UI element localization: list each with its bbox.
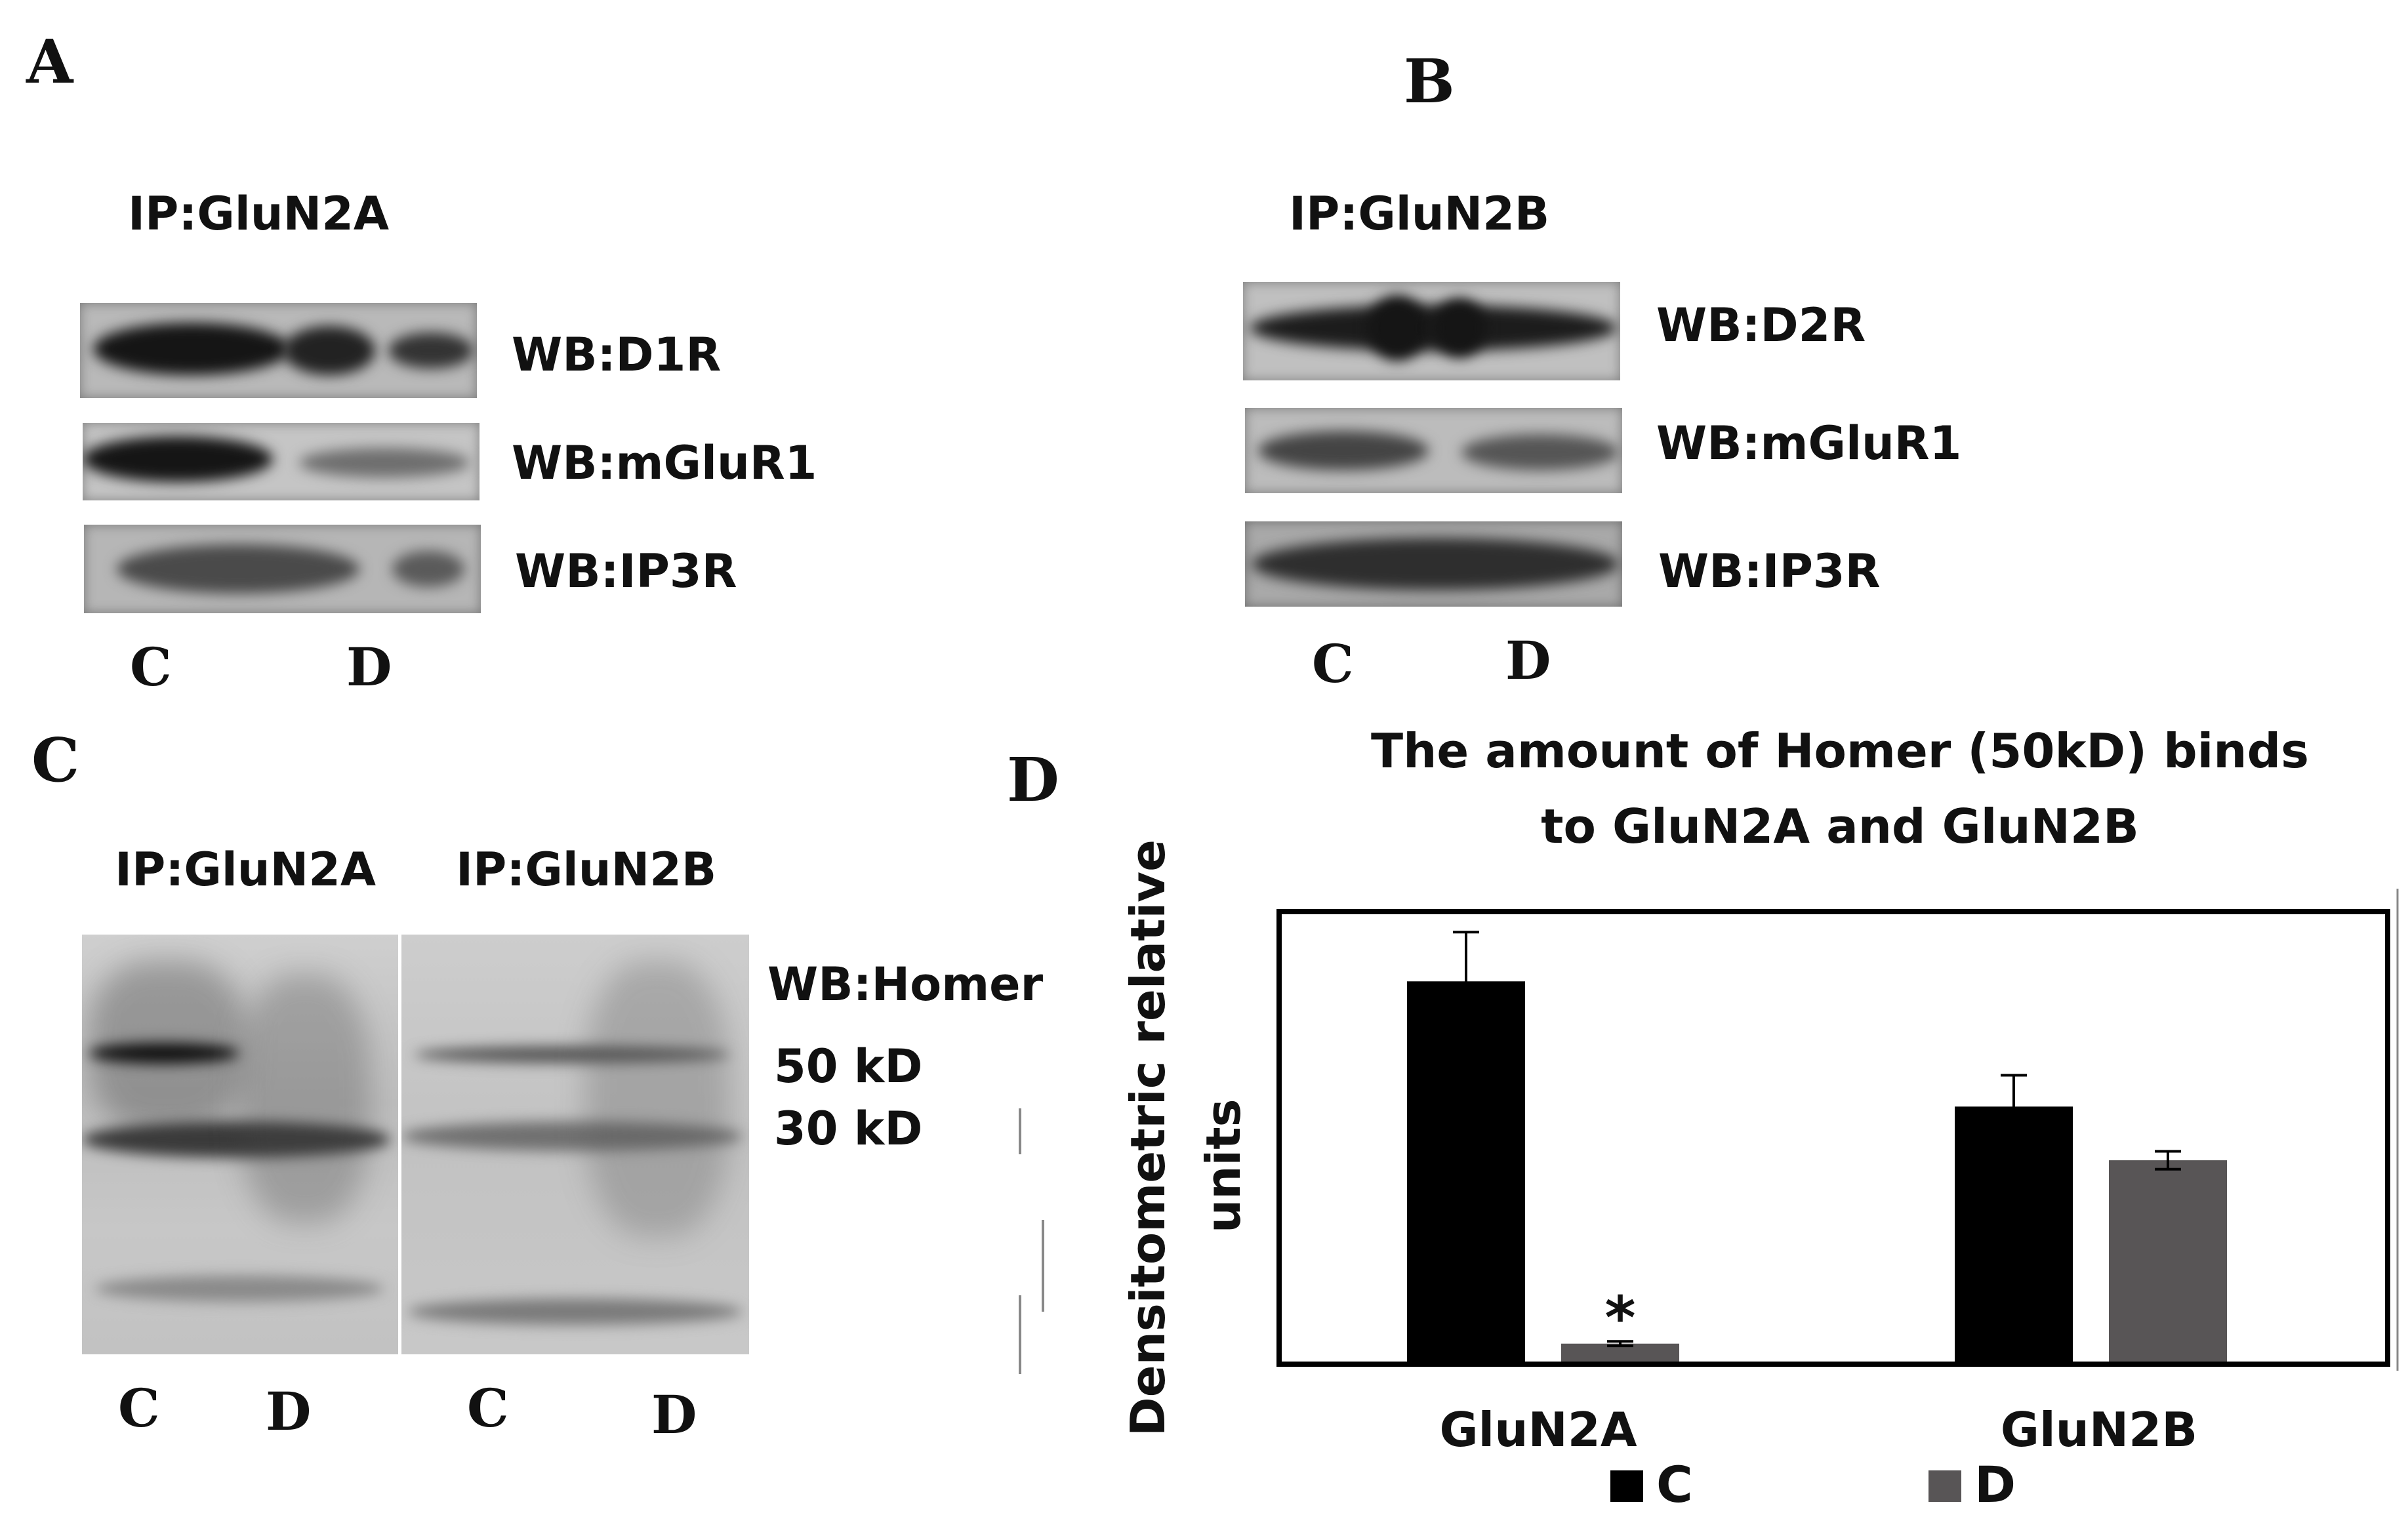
- panel-d-letter: D: [1007, 744, 1059, 815]
- panel-a-wb-mglur1: WB:mGluR1: [512, 436, 817, 490]
- plot-frame: [1276, 909, 2390, 1367]
- bar-glun2a-c: [1407, 981, 1525, 1362]
- significance-asterisk: *: [1604, 1284, 1635, 1353]
- panel-b-lane-d: D: [1505, 630, 1551, 691]
- error-bar-glun2a-d: [1607, 1340, 1633, 1348]
- panel-d-chart: The amount of Homer (50kD) binds to GluN…: [1120, 723, 2399, 1508]
- bar-glun2b-d: [2109, 1160, 2227, 1362]
- panel-b-letter: B: [1404, 46, 1455, 117]
- panel-c-lane-c1: C: [118, 1377, 160, 1439]
- chart-title-line2: to GluN2A and GluN2B: [1541, 799, 2139, 854]
- panel-c-ip-right: IP:GluN2B: [456, 843, 717, 897]
- panel-a-blot-d1r: [80, 303, 477, 398]
- panel-c-marker-50kd: 50 kD: [774, 1040, 923, 1093]
- divider-tick: [1019, 1295, 1021, 1374]
- panel-a-blot-mglur1: [83, 423, 480, 500]
- legend-label-d: D: [1974, 1455, 2016, 1508]
- panel-a-lane-c: C: [130, 636, 172, 698]
- panel-c-gel-right: [401, 935, 749, 1354]
- legend-swatch-d: [1928, 1470, 1961, 1502]
- legend-label-c: C: [1656, 1455, 1693, 1508]
- panel-b-blot-mglur1: [1245, 408, 1622, 493]
- x-tick-gluN2A: GluN2A: [1439, 1402, 1637, 1457]
- chart-title-line1: The amount of Homer (50kD) binds: [1371, 723, 2309, 778]
- panel-b-wb-mglur1: WB:mGluR1: [1656, 416, 1962, 470]
- panel-a-letter: A: [26, 26, 73, 97]
- panel-c-lane-d2: D: [651, 1384, 697, 1445]
- error-bar-glun2b-d: [2155, 1150, 2181, 1171]
- divider-tick: [1019, 1108, 1021, 1154]
- error-bar-glun2b-c: [2001, 1074, 2027, 1139]
- panel-a-wb-ip3r: WB:IP3R: [515, 544, 737, 598]
- panel-a-lane-d: D: [346, 636, 392, 698]
- panel-c-ip-left: IP:GluN2A: [115, 843, 377, 897]
- error-bar-glun2a-c: [1453, 931, 1479, 1032]
- panel-b-blot-d2r: [1243, 282, 1620, 380]
- bar-glun2b-c: [1955, 1106, 2073, 1362]
- panel-b-wb-d2r: WB:D2R: [1656, 298, 1866, 352]
- panel-a-blot-ip3r: [84, 525, 481, 613]
- panel-b-wb-ip3r: WB:IP3R: [1658, 544, 1881, 598]
- x-tick-gluN2B: GluN2B: [2001, 1402, 2197, 1457]
- chart-ylabel-line2: units: [1196, 1099, 1251, 1233]
- panel-b-blot-ip3r: [1245, 521, 1622, 607]
- panel-c-lane-d1: D: [266, 1381, 312, 1442]
- panel-b-ip-label: IP:GluN2B: [1289, 187, 1550, 241]
- panel-c-letter: C: [31, 725, 80, 796]
- panel-c-gel-left: [82, 935, 398, 1354]
- panel-c-lane-c2: C: [467, 1377, 509, 1439]
- divider-tick: [1042, 1220, 1044, 1312]
- panel-a-ip-label: IP:GluN2A: [128, 187, 390, 241]
- panel-c-marker-30kd: 30 kD: [774, 1102, 923, 1156]
- panel-c-wb-homer: WB:Homer: [767, 958, 1044, 1011]
- panel-b-lane-c: C: [1312, 633, 1354, 695]
- legend-swatch-c: [1610, 1470, 1643, 1502]
- panel-a-wb-d1r: WB:D1R: [512, 328, 722, 382]
- chart-ylabel-line1: Densitometric relative: [1120, 839, 1175, 1436]
